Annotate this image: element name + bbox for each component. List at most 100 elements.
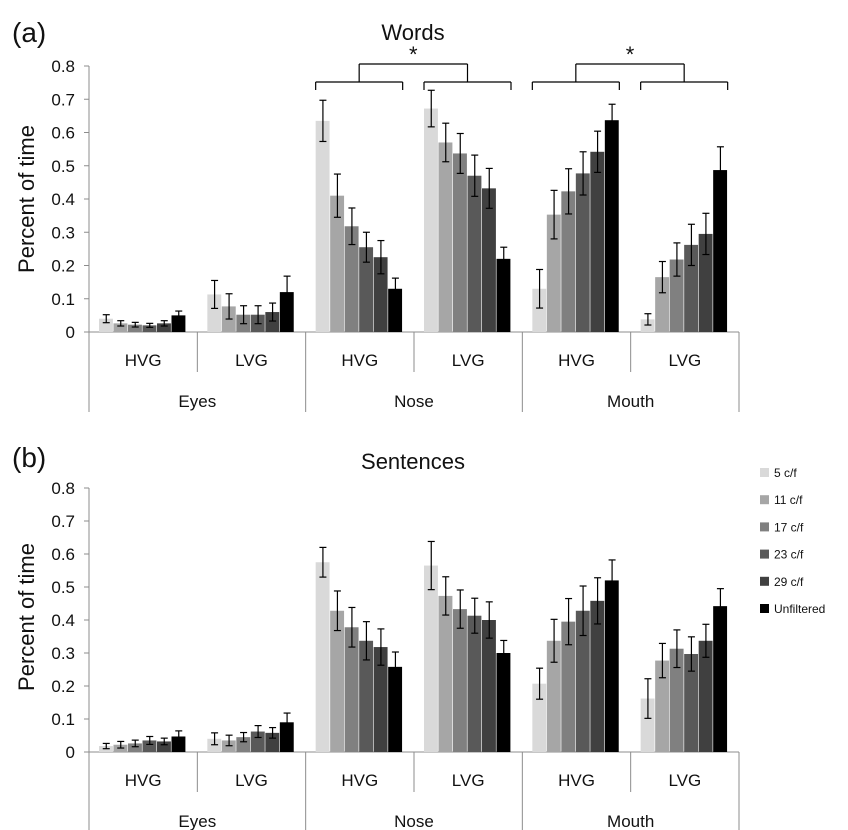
x-group-label: HVG xyxy=(125,771,162,790)
y-tick-label: 0.7 xyxy=(51,512,75,531)
error-bar xyxy=(658,260,666,294)
error-bar xyxy=(442,576,450,616)
legend-item-23-c-f: 23 c/f xyxy=(760,548,804,562)
bar-nose-hvg-unfiltered xyxy=(388,666,403,752)
x-group-label: LVG xyxy=(235,351,268,370)
bar-mouth-hvg-23-c-f xyxy=(575,173,590,332)
y-tick-label: 0.3 xyxy=(51,644,75,663)
bar-nose-hvg-17-c-f xyxy=(344,627,359,752)
bar-nose-lvg-29-c-f xyxy=(482,188,496,332)
bar-nose-lvg-11-c-f xyxy=(438,142,453,332)
legend-label: 5 c/f xyxy=(774,466,797,480)
error-bar xyxy=(362,621,370,661)
x-region-label: Mouth xyxy=(607,812,654,830)
x-group-label: LVG xyxy=(452,351,485,370)
legend-swatch xyxy=(760,549,769,559)
error-bar xyxy=(716,146,724,194)
y-tick-label: 0.8 xyxy=(51,57,75,76)
bar-eyes-lvg-23-c-f xyxy=(250,731,265,752)
significance-bracket xyxy=(531,63,729,90)
error-bar xyxy=(225,734,233,747)
panel-a-label: (a) xyxy=(12,17,46,48)
error-bar xyxy=(565,597,573,646)
bar-nose-lvg-29-c-f xyxy=(482,620,496,752)
legend-item-11-c-f: 11 c/f xyxy=(760,493,803,507)
bar-nose-lvg-unfiltered xyxy=(496,258,511,332)
y-tick-label: 0.8 xyxy=(51,479,75,498)
error-bar xyxy=(102,742,110,750)
y-tick-label: 0.2 xyxy=(51,677,75,696)
error-bar xyxy=(608,103,616,137)
bar-nose-hvg-5-c-f xyxy=(315,562,330,752)
error-bar xyxy=(608,559,616,602)
bar-mouth-lvg-23-c-f xyxy=(684,653,699,752)
bar-eyes-hvg-5-c-f xyxy=(99,318,113,332)
significance-star: * xyxy=(626,42,635,67)
bar-nose-hvg-29-c-f xyxy=(373,647,388,752)
y-tick-label: 0.5 xyxy=(51,578,75,597)
bar-nose-hvg-11-c-f xyxy=(330,610,345,752)
x-region-label: Nose xyxy=(394,812,434,830)
error-bar xyxy=(319,546,327,578)
error-bar xyxy=(283,712,291,733)
bar-eyes-hvg-23-c-f xyxy=(142,325,157,332)
bar-mouth-hvg-unfiltered xyxy=(604,120,619,332)
error-bar xyxy=(131,739,139,748)
bar-mouth-lvg-11-c-f xyxy=(655,660,670,752)
legend-swatch xyxy=(760,576,769,586)
panel-a-title: Words xyxy=(381,20,444,45)
x-group-label: HVG xyxy=(125,351,162,370)
bar-mouth-lvg-unfiltered xyxy=(713,606,728,752)
panel-b-plot: 0 0.1 0.2 0.3 0.4 0.5 0.6 0.7 0.8 HVG LVG Eyes HVG LV… xyxy=(51,479,740,830)
legend-label: 17 c/f xyxy=(774,520,804,534)
bar-mouth-hvg-29-c-f xyxy=(590,151,605,332)
error-bar xyxy=(160,320,168,327)
bar-mouth-lvg-11-c-f xyxy=(655,277,670,332)
bar-nose-lvg-5-c-f xyxy=(424,108,438,332)
legend-item-17-c-f: 17 c/f xyxy=(760,520,804,534)
error-bar xyxy=(442,122,450,163)
bar-mouth-hvg-29-c-f xyxy=(590,600,605,752)
panel-b-title: Sentences xyxy=(361,449,465,474)
error-bar xyxy=(500,246,508,272)
bar-nose-hvg-23-c-f xyxy=(359,247,374,332)
legend-swatch xyxy=(760,468,769,477)
significance-star: * xyxy=(409,42,418,67)
error-bar xyxy=(362,231,370,263)
bar-eyes-hvg-unfiltered xyxy=(171,736,186,752)
error-bar xyxy=(485,167,493,209)
x-group-label: LVG xyxy=(668,351,701,370)
legend-item-5-c-f: 5 c/f xyxy=(760,466,797,480)
y-tick-label: 0 xyxy=(66,743,75,762)
error-bar xyxy=(702,623,710,658)
y-tick-label: 0 xyxy=(66,323,75,342)
bar-mouth-lvg-29-c-f xyxy=(698,640,713,752)
x-region-label: Mouth xyxy=(607,392,654,411)
y-tick-label: 0.4 xyxy=(51,190,75,209)
error-bar xyxy=(175,730,183,743)
x-group-label: HVG xyxy=(341,351,378,370)
error-bar xyxy=(348,207,356,246)
error-bar xyxy=(391,651,399,683)
bar-mouth-hvg-5-c-f xyxy=(532,288,547,332)
x-group-label: LVG xyxy=(668,771,701,790)
y-tick-label: 0.7 xyxy=(51,90,75,109)
error-bar xyxy=(658,642,666,679)
bar-eyes-lvg-29-c-f xyxy=(265,312,280,332)
bar-mouth-hvg-23-c-f xyxy=(575,610,590,752)
bar-nose-lvg-23-c-f xyxy=(467,175,482,332)
error-bar xyxy=(550,618,558,663)
error-bar xyxy=(536,667,544,700)
bar-eyes-hvg-17-c-f xyxy=(128,324,142,332)
error-bar xyxy=(377,239,385,275)
bar-mouth-hvg-17-c-f xyxy=(561,621,576,752)
legend-label: 29 c/f xyxy=(774,575,804,589)
bar-mouth-lvg-5-c-f xyxy=(640,698,655,752)
error-bar xyxy=(579,151,587,196)
error-bar xyxy=(471,597,479,634)
error-bar xyxy=(319,99,327,143)
bar-nose-hvg-5-c-f xyxy=(315,120,330,332)
bar-mouth-hvg-11-c-f xyxy=(546,640,561,752)
legend-label: Unfiltered xyxy=(774,602,825,616)
